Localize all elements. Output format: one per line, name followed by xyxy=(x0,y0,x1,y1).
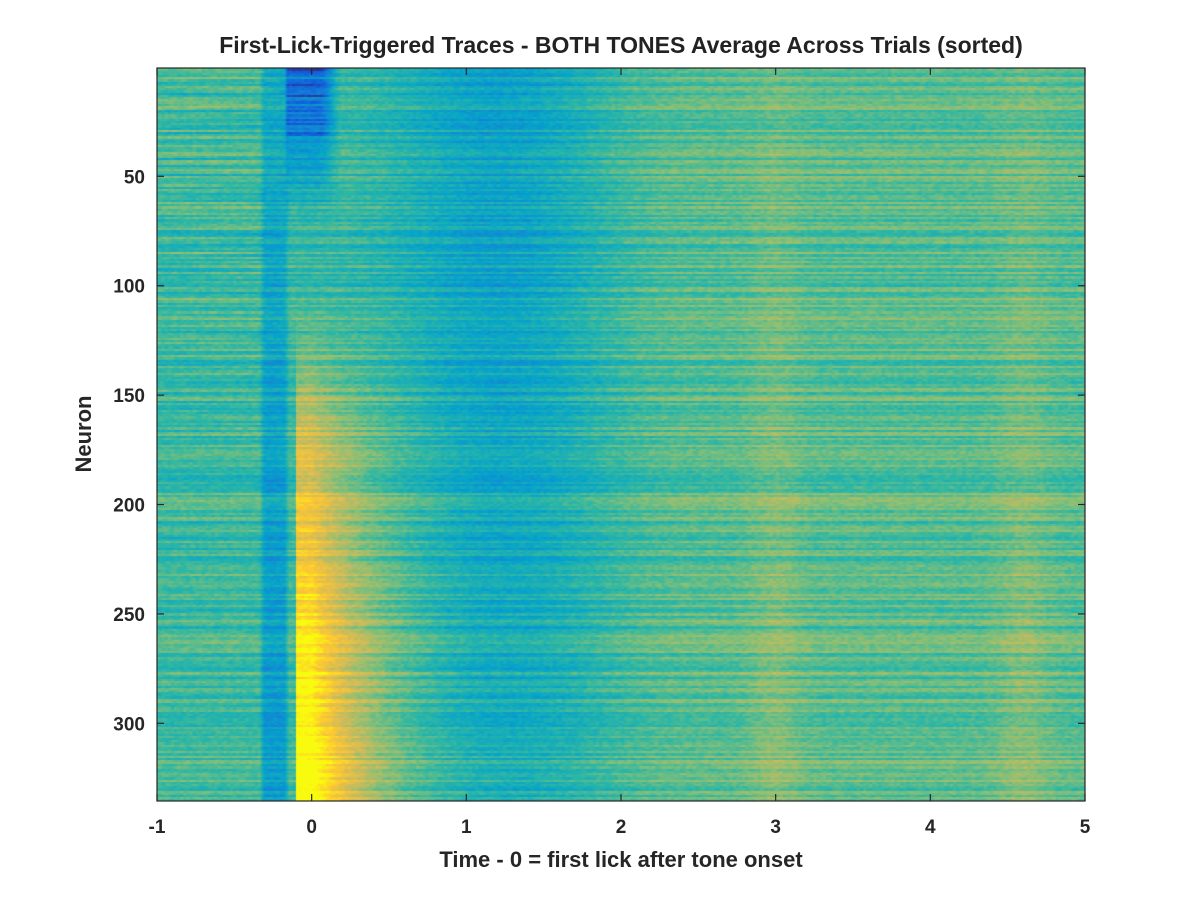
y-tick-label: 100 xyxy=(113,277,145,298)
x-axis: -1 0 1 2 3 4 5 xyxy=(149,68,1091,838)
y-tick-label: 50 xyxy=(124,167,145,188)
y-tick-label: 150 xyxy=(113,386,145,407)
y-tick-label: 250 xyxy=(113,605,145,626)
y-tick-label: 300 xyxy=(113,714,145,735)
x-tick-label: 1 xyxy=(461,817,472,838)
y-tick-label: 200 xyxy=(113,496,145,517)
y-axis: 50 100 150 200 250 300 xyxy=(113,167,1085,735)
x-tick-label: 5 xyxy=(1080,817,1091,838)
x-tick-label: 2 xyxy=(616,817,627,838)
chart-title: First-Lick-Triggered Traces - BOTH TONES… xyxy=(219,32,1023,58)
x-tick-label: -1 xyxy=(149,817,166,838)
heatmap-area xyxy=(157,68,1085,801)
x-axis-label: Time - 0 = first lick after tone onset xyxy=(439,847,803,872)
x-tick-label: 3 xyxy=(770,817,781,838)
x-tick-label: 4 xyxy=(925,817,936,838)
heatmap-canvas xyxy=(157,68,1085,801)
x-tick-label: 0 xyxy=(306,817,317,838)
y-axis-label: Neuron xyxy=(71,396,96,473)
